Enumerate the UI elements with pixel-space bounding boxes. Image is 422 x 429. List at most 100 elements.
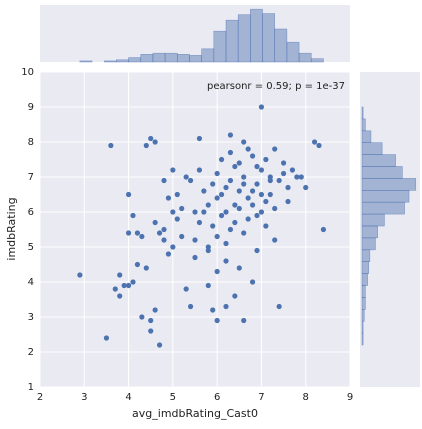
point (196, 167, 203, 173)
point (223, 258, 229, 264)
point (232, 219, 238, 226)
x-axis-label: avg_imdbRating_Cast0 (132, 407, 258, 420)
point (108, 142, 114, 149)
point (201, 188, 207, 194)
hist-bar (361, 332, 364, 346)
point (276, 177, 282, 184)
point (214, 170, 220, 177)
point (77, 272, 83, 278)
point (205, 202, 211, 208)
point (254, 181, 260, 187)
point (249, 202, 256, 208)
point (223, 240, 229, 247)
point (130, 279, 136, 285)
point (263, 156, 269, 163)
annotation: pearsonr = 0.59; p = 1e-37 (207, 81, 345, 92)
x-tick-label: 5 (170, 392, 176, 403)
point (139, 314, 145, 320)
point (285, 198, 291, 205)
point (192, 209, 198, 215)
point (227, 132, 234, 138)
point (272, 205, 278, 212)
point (320, 226, 327, 233)
top-margin-bg (40, 5, 350, 62)
hist-bar (361, 130, 372, 144)
point (214, 268, 220, 275)
point (161, 177, 167, 184)
x-tick-label: 3 (81, 392, 87, 403)
point (258, 191, 265, 198)
point (227, 149, 234, 156)
point (179, 205, 185, 212)
point (134, 261, 141, 268)
point (311, 139, 318, 145)
hist-bar (152, 52, 166, 63)
point (156, 342, 163, 348)
point (196, 135, 203, 142)
point (285, 184, 291, 191)
hist-bar (213, 30, 227, 63)
hist-bar (128, 57, 142, 63)
point (156, 230, 163, 236)
y-tick-label: 3 (28, 312, 34, 323)
point (245, 195, 251, 201)
y-tick-label: 9 (28, 102, 34, 113)
point (179, 233, 185, 240)
x-tick-label: 6 (214, 392, 220, 403)
point (161, 226, 167, 233)
point (241, 230, 247, 236)
hist-bar (237, 14, 251, 63)
point (258, 167, 265, 173)
main-plot-bg (40, 72, 350, 387)
point (218, 156, 225, 163)
point (263, 198, 269, 205)
point (148, 317, 154, 324)
y-tick-label: 10 (21, 67, 34, 78)
point (152, 139, 158, 145)
point (236, 205, 242, 212)
y-tick-label: 4 (28, 277, 34, 288)
point (170, 167, 176, 173)
hist-bar (79, 60, 93, 63)
point (121, 282, 127, 289)
point (249, 153, 256, 159)
point (205, 282, 211, 289)
point (125, 230, 132, 236)
point (174, 216, 180, 222)
point (214, 233, 220, 240)
point (232, 293, 238, 299)
point (254, 212, 260, 219)
point (249, 279, 256, 285)
point (223, 303, 229, 310)
right-margin-bg (360, 72, 420, 387)
hist-bar (361, 261, 370, 274)
point (161, 237, 167, 243)
point (205, 247, 211, 254)
point (201, 209, 207, 215)
hist-bar (103, 60, 117, 63)
point (210, 223, 216, 229)
point (125, 282, 132, 289)
point (218, 212, 225, 219)
point (152, 219, 158, 226)
point (272, 237, 278, 243)
hist-bar (361, 154, 396, 167)
point (117, 293, 123, 299)
point (254, 163, 260, 170)
point (236, 160, 242, 166)
hist-bar (310, 58, 324, 63)
point (241, 139, 247, 145)
point (236, 188, 242, 194)
hist-bar (361, 285, 366, 298)
hist-bar (250, 8, 263, 63)
hist-bar (286, 41, 300, 63)
point (103, 335, 110, 341)
hist-bar (361, 106, 364, 120)
point (187, 303, 194, 310)
x-tick-label: 2 (37, 392, 43, 403)
point (272, 146, 278, 152)
hist-bar (176, 53, 190, 63)
point (174, 191, 180, 198)
hist-bar (361, 308, 365, 322)
